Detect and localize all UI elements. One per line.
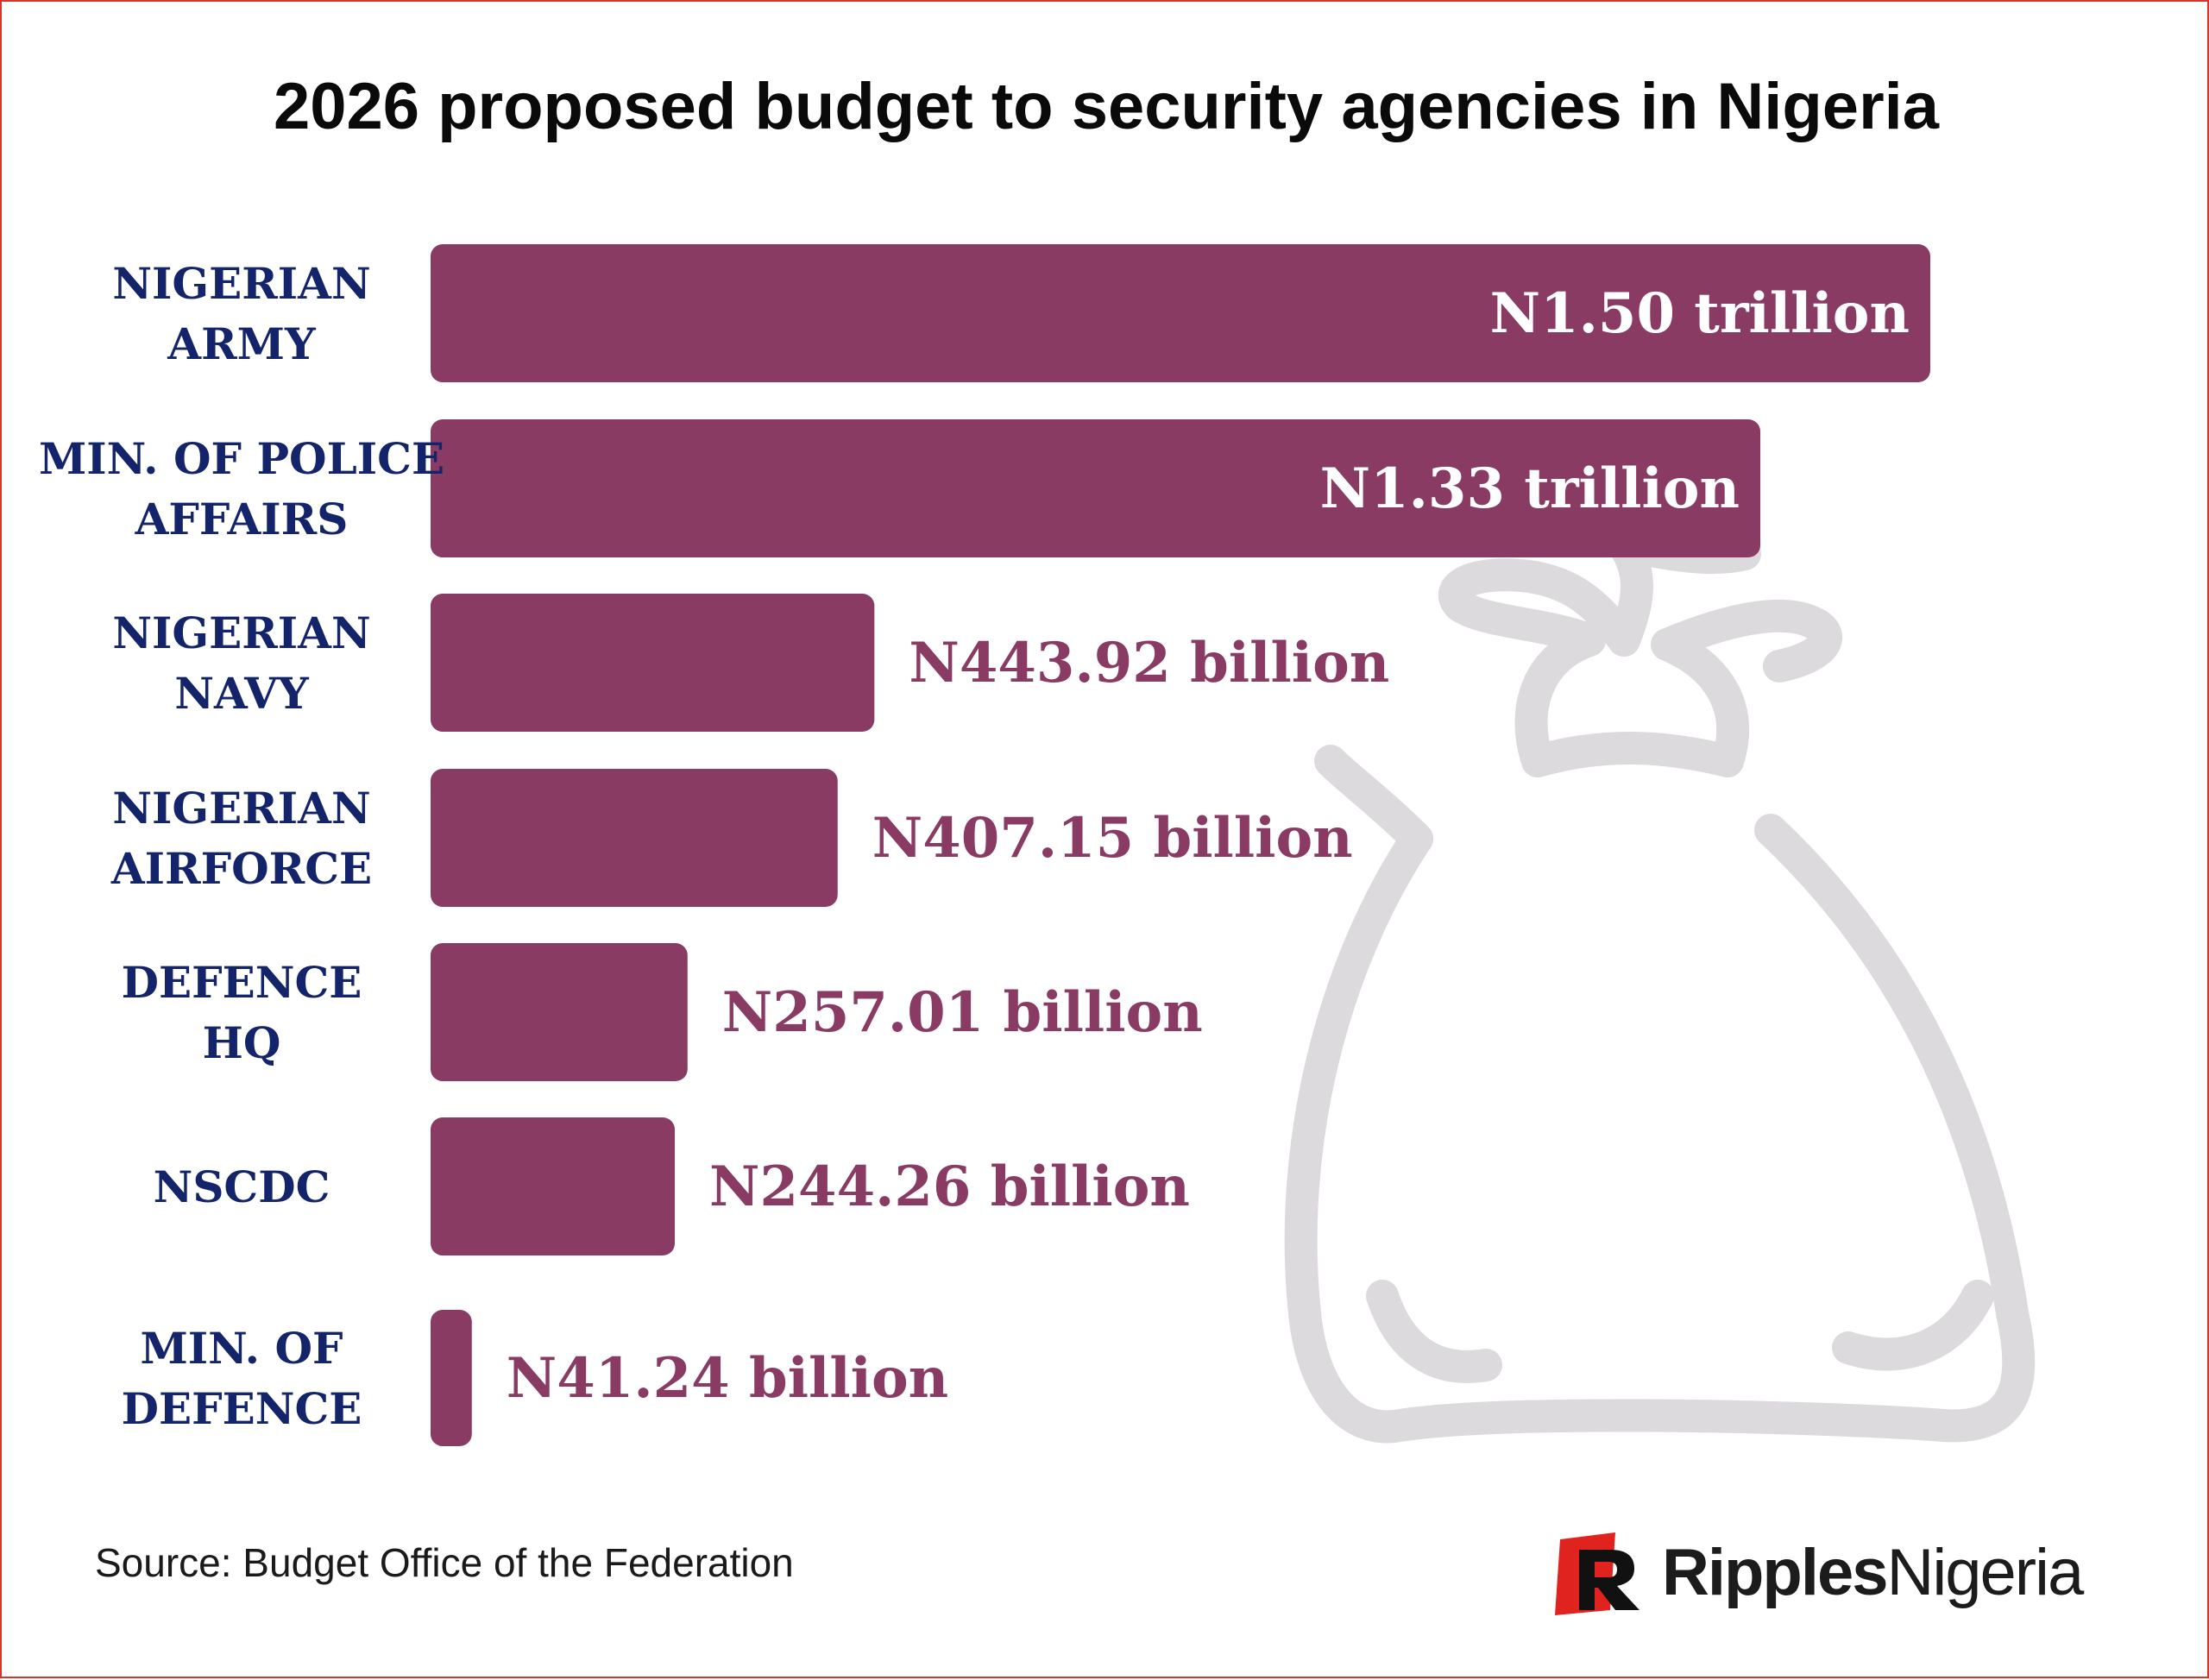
category-label: NIGERIAN AIRFORCE — [110, 783, 372, 894]
category-label-line: NIGERIAN — [112, 258, 370, 309]
category-label: NSCDC — [154, 1161, 330, 1212]
data-label: N443.92 billion — [909, 631, 1389, 695]
category-label-line: NIGERIAN — [112, 783, 370, 834]
category-label-line: AIRFORCE — [110, 843, 372, 894]
money-bag-stroke — [1284, 814, 2036, 1444]
category-label-line: MIN. OF POLICE — [39, 433, 444, 484]
category-label: MIN. OF DEFENCE — [122, 1323, 362, 1434]
money-bag-stroke — [1832, 1280, 1994, 1371]
brand-name: RipplesNigeria — [1662, 1535, 2085, 1610]
data-label: N407.15 billion — [872, 806, 1353, 871]
category-label: MIN. OF POLICE AFFAIRS — [39, 433, 444, 544]
category-label-line: MIN. OF — [140, 1323, 343, 1374]
bar — [431, 244, 1930, 382]
data-label: N244.26 billion — [709, 1155, 1190, 1219]
brand-name-light: Nigeria — [1886, 1535, 2085, 1609]
ripples-logo-icon — [1555, 1532, 1639, 1615]
category-label-line: AFFAIRS — [135, 494, 349, 544]
money-bag-stroke — [1438, 558, 1640, 777]
bar — [431, 1310, 472, 1446]
source-note: Source: Budget Office of the Federation — [95, 1540, 794, 1585]
brand-name-bold: Ripples — [1662, 1535, 1888, 1609]
category-label-line: DEFENCE — [122, 957, 362, 1008]
bar — [431, 419, 1761, 557]
data-label: N1.50 trillion — [1490, 281, 1910, 346]
data-label: N41.24 billion — [507, 1346, 948, 1411]
bar — [431, 594, 875, 732]
money-bag-stroke — [1314, 745, 1433, 855]
bar — [431, 943, 688, 1081]
bars-group: N1.50 trillion NIGERIAN ARMY N1.33 trillion… — [39, 244, 1930, 1446]
category-label-line: NIGERIAN — [112, 607, 370, 658]
data-label: N257.01 billion — [722, 980, 1203, 1045]
data-label: N1.33 trillion — [1320, 456, 1740, 521]
bar — [431, 769, 838, 907]
category-label-line: NAVY — [174, 668, 310, 719]
brand-logo: RipplesNigeria — [1555, 1529, 2085, 1615]
category-label-line: HQ — [203, 1017, 281, 1068]
category-label-line: DEFENCE — [122, 1383, 362, 1434]
money-bag-stroke — [1651, 599, 1842, 777]
bar — [431, 1117, 676, 1255]
money-bag-stroke — [1521, 732, 1744, 777]
category-label: NIGERIAN ARMY — [112, 258, 370, 369]
chart-title: 2026 proposed budget to security agencie… — [273, 70, 1940, 143]
money-bag-illustration — [1284, 529, 2036, 1444]
category-label-line: NSCDC — [154, 1161, 330, 1212]
category-label: NIGERIAN NAVY — [112, 607, 370, 719]
money-bag-stroke — [1366, 1280, 1502, 1383]
category-label: DEFENCE HQ — [122, 957, 362, 1068]
category-label-line: ARMY — [167, 318, 317, 369]
